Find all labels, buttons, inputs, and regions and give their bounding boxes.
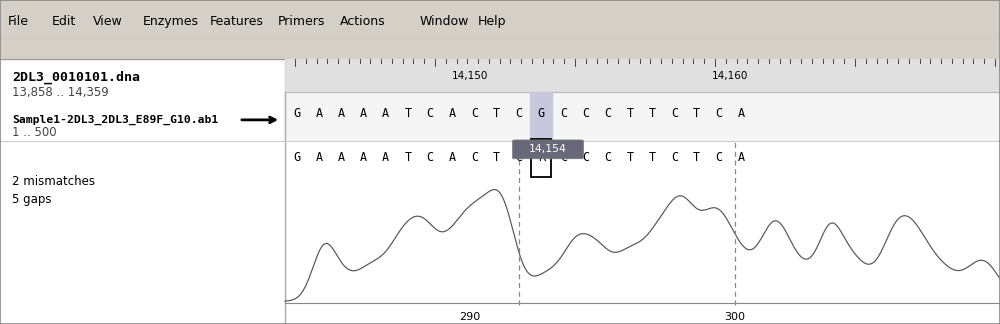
Text: 2DL3_0010101.dna: 2DL3_0010101.dna xyxy=(12,71,140,85)
Bar xyxy=(285,59,1000,324)
Text: Features: Features xyxy=(210,15,264,28)
Text: C: C xyxy=(471,107,478,120)
Text: T: T xyxy=(649,151,656,165)
Text: Edit: Edit xyxy=(52,15,76,28)
Text: C: C xyxy=(604,151,611,165)
Text: C: C xyxy=(604,107,611,120)
Text: T: T xyxy=(404,107,412,120)
Text: A: A xyxy=(338,107,345,120)
Bar xyxy=(285,181,1000,306)
Text: A: A xyxy=(382,151,389,165)
Text: T: T xyxy=(493,107,500,120)
Text: File: File xyxy=(8,15,29,28)
Text: A: A xyxy=(737,107,745,120)
Text: Sample1-2DL3_2DL3_E89F_G10.ab1: Sample1-2DL3_2DL3_E89F_G10.ab1 xyxy=(12,115,218,125)
Text: G: G xyxy=(293,107,301,120)
Text: A: A xyxy=(737,151,745,165)
Text: A: A xyxy=(449,151,456,165)
Text: R: R xyxy=(538,151,545,165)
Text: C: C xyxy=(671,107,678,120)
Text: T: T xyxy=(493,151,500,165)
Text: A: A xyxy=(360,107,367,120)
Text: C: C xyxy=(515,151,523,165)
Bar xyxy=(0,59,285,324)
Text: A: A xyxy=(338,151,345,165)
Bar xyxy=(530,92,552,141)
Bar xyxy=(285,59,1000,92)
Text: C: C xyxy=(671,151,678,165)
Text: C: C xyxy=(715,107,722,120)
Text: A: A xyxy=(449,107,456,120)
Text: G: G xyxy=(538,107,545,120)
Text: 300: 300 xyxy=(724,312,746,322)
FancyBboxPatch shape xyxy=(531,139,551,177)
Text: T: T xyxy=(626,151,634,165)
Text: View: View xyxy=(93,15,123,28)
Text: T: T xyxy=(626,107,634,120)
Text: Primers: Primers xyxy=(278,15,325,28)
Text: 13,858 .. 14,359: 13,858 .. 14,359 xyxy=(12,86,109,99)
Text: G: G xyxy=(293,151,301,165)
Text: Help: Help xyxy=(478,15,507,28)
Text: T: T xyxy=(693,151,700,165)
Bar xyxy=(0,38,1000,59)
Text: 1 .. 500: 1 .. 500 xyxy=(12,126,57,139)
Text: 2 mismatches: 2 mismatches xyxy=(12,175,95,188)
Text: C: C xyxy=(471,151,478,165)
Bar xyxy=(285,141,1000,181)
Text: 14,160: 14,160 xyxy=(712,71,748,81)
Text: C: C xyxy=(560,151,567,165)
Text: C: C xyxy=(427,151,434,165)
Text: C: C xyxy=(715,151,722,165)
Text: C: C xyxy=(515,107,523,120)
Text: C: C xyxy=(560,107,567,120)
Text: Enzymes: Enzymes xyxy=(143,15,199,28)
Text: C: C xyxy=(582,151,589,165)
Text: C: C xyxy=(582,107,589,120)
Text: 14,150: 14,150 xyxy=(452,71,488,81)
Text: A: A xyxy=(316,151,323,165)
Text: A: A xyxy=(316,107,323,120)
Text: Actions: Actions xyxy=(340,15,386,28)
Text: 5 gaps: 5 gaps xyxy=(12,193,52,206)
Text: 290: 290 xyxy=(459,312,481,322)
Text: C: C xyxy=(427,107,434,120)
Text: Window: Window xyxy=(420,15,469,28)
Text: A: A xyxy=(382,107,389,120)
Text: T: T xyxy=(649,107,656,120)
FancyBboxPatch shape xyxy=(513,140,584,159)
Text: A: A xyxy=(360,151,367,165)
Bar xyxy=(285,92,1000,141)
Text: T: T xyxy=(693,107,700,120)
Text: 14,154: 14,154 xyxy=(529,145,567,154)
Text: T: T xyxy=(404,151,412,165)
Bar xyxy=(0,0,1000,38)
